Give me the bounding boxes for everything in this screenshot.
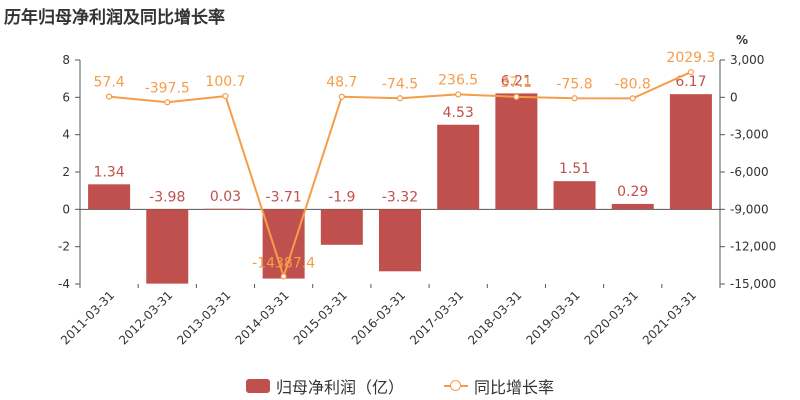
line-label: 2029.3: [666, 50, 715, 66]
line-point: [105, 93, 113, 100]
line-point: [280, 273, 287, 280]
chart-title: 历年归母净利润及同比增长率: [4, 8, 225, 28]
bar: [495, 93, 538, 210]
line-labels: 57.4 -397.5 100.7 -14387.4 48.7 -74.5 236.5 37.…: [94, 50, 716, 271]
line-series: [105, 68, 695, 280]
line-label: -80.8: [615, 76, 651, 92]
bar-label: 1.51: [559, 161, 590, 177]
y-right-tick-label: -9,000: [730, 202, 769, 216]
y-right-tick-label: 0: [730, 90, 738, 104]
line-point: [571, 95, 578, 102]
legend-line-swatch: [444, 379, 468, 393]
y-right-tick-label: -6,000: [730, 165, 769, 179]
y-right-tick-label: -15,000: [730, 277, 776, 291]
line-label: 236.5: [438, 72, 478, 88]
bar-label: 1.34: [94, 164, 125, 180]
line-point: [455, 91, 462, 98]
x-tick-label: 2015-03-31: [291, 288, 350, 347]
line-point: [222, 92, 229, 100]
line-label: -74.5: [382, 76, 418, 92]
bar: [437, 124, 480, 210]
bar-label: -1.9: [328, 189, 355, 205]
x-tick-label: 2012-03-31: [116, 288, 175, 347]
y-left-tick-label: 0: [62, 202, 70, 216]
y-right-unit: %: [736, 33, 748, 47]
bar-label: 6.21: [501, 73, 532, 89]
bar-label: -3.98: [149, 189, 185, 205]
y-left-tick-label: -2: [58, 240, 70, 254]
bar: [146, 209, 189, 284]
bar-label: -3.32: [382, 189, 418, 205]
line-label: -397.5: [145, 80, 190, 96]
line-point: [629, 95, 636, 102]
bar-label: 0.29: [617, 184, 648, 200]
x-tick-label: 2011-03-31: [58, 288, 117, 347]
x-ticks: 2011-03-312012-03-312013-03-312014-03-31…: [58, 284, 721, 347]
bars: [88, 93, 712, 284]
line-label: 37.1: [501, 75, 532, 91]
bar-label: 0.03: [210, 189, 241, 205]
bar: [669, 94, 712, 210]
legend-line-label: 同比增长率: [474, 378, 555, 397]
line-label: 48.7: [326, 75, 357, 91]
line-point: [164, 99, 171, 106]
x-tick-label: 2014-03-31: [233, 288, 292, 347]
bar: [88, 184, 131, 210]
bar-label: -3.71: [266, 189, 302, 205]
line-point: [687, 68, 695, 76]
y-left-tick-label: -4: [58, 277, 70, 291]
legend-item-line[interactable]: 同比增长率: [444, 374, 554, 398]
x-tick-label: 2020-03-31: [582, 288, 641, 347]
legend-bar-swatch: [245, 379, 270, 393]
y-right-tick-label: -12,000: [730, 240, 776, 254]
bar-label: 4.53: [443, 105, 474, 121]
y-left-tick-label: 6: [62, 90, 70, 104]
bar: [379, 209, 421, 272]
line-point: [338, 93, 345, 100]
y-left-tick-label: 2: [62, 165, 70, 179]
bar: [553, 181, 596, 210]
legend: 归母净利润（亿） 同比增长率: [0, 374, 800, 398]
x-tick-label: 2017-03-31: [407, 288, 466, 347]
bar: [204, 208, 247, 210]
bar-label: 6.17: [675, 74, 706, 90]
legend-item-bar[interactable]: 归母净利润（亿）: [245, 374, 404, 398]
x-tick-label: 2013-03-31: [174, 288, 233, 347]
bar: [320, 209, 363, 245]
bar: [611, 203, 654, 210]
y-right-tick-label: 3,000: [730, 53, 764, 67]
y-left-tick-label: 4: [62, 128, 70, 142]
bar: [262, 209, 305, 279]
x-tick-label: 2018-03-31: [465, 288, 524, 347]
y-left-tick-label: 8: [62, 53, 70, 67]
x-tick-label: 2019-03-31: [523, 288, 582, 347]
x-tick-label: 2021-03-31: [640, 288, 699, 347]
line-point: [396, 95, 404, 102]
y-right-tick-label: -3,000: [730, 128, 769, 142]
line-label: 57.4: [94, 75, 125, 91]
x-tick-label: 2016-03-31: [349, 288, 408, 347]
line-point: [513, 93, 520, 100]
line-label: -14387.4: [252, 255, 315, 271]
bar-labels: 1.34 -3.98 0.03 -3.71 -1.9 -3.32 4.53 6.21 1.51 0…: [94, 73, 707, 205]
line-label: -75.8: [556, 76, 592, 92]
line-label: 100.7: [205, 74, 245, 90]
legend-bar-label: 归母净利润（亿）: [275, 378, 404, 397]
